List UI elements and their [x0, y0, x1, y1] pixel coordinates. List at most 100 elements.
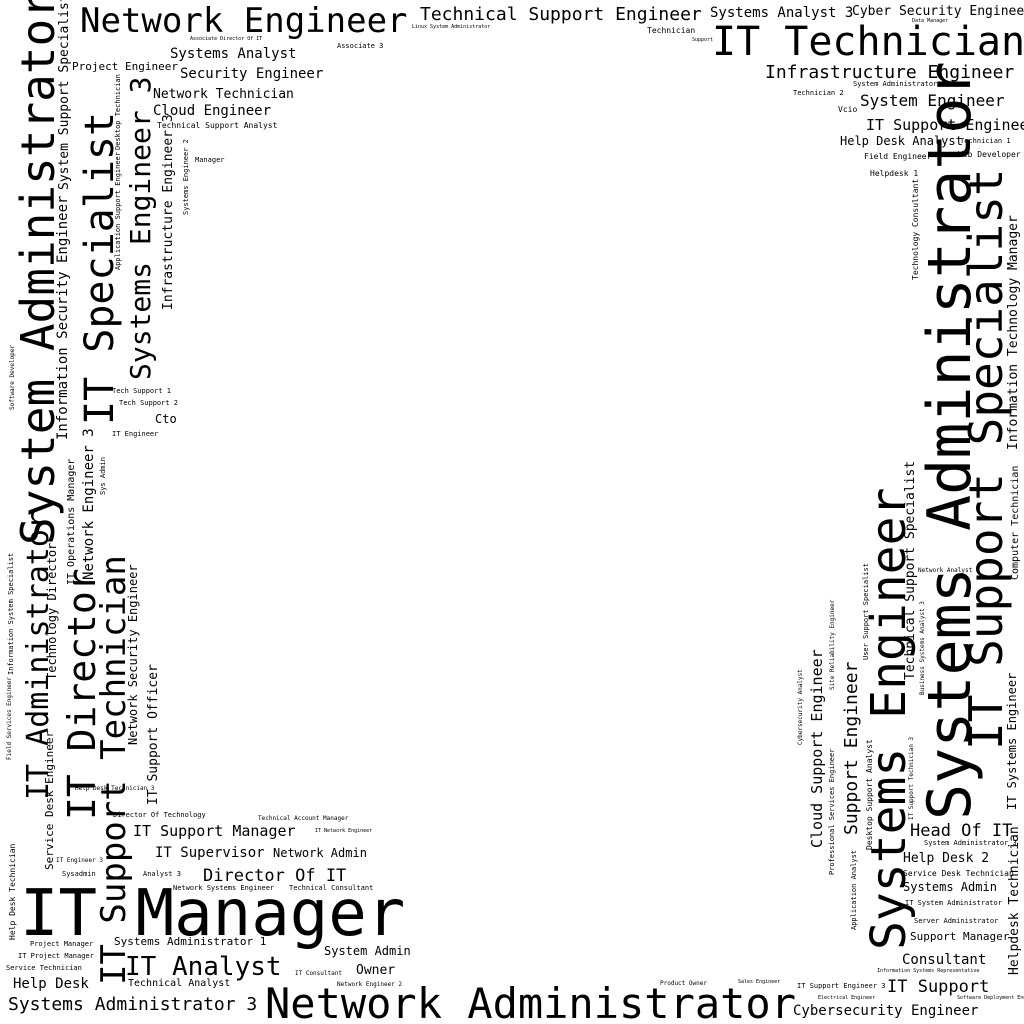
word: Technical Analyst [128, 978, 230, 989]
word: Technical Support Engineer [420, 4, 702, 25]
word: Project Manager [30, 940, 93, 948]
word: Software Developer [9, 345, 16, 410]
word: Helpdesk Technician [1007, 826, 1022, 975]
word: Site Reliability Engineer [829, 599, 836, 690]
word: Head Of IT [910, 821, 1012, 841]
word: Manager [195, 156, 225, 164]
word: Systems Analyst [170, 46, 296, 62]
word: IT Director [60, 568, 104, 820]
word: IT Operations Manager [66, 459, 77, 585]
word: Systems Engineer 2 [182, 139, 190, 215]
word: Sysadmin [62, 870, 96, 878]
word: Computer Technician [1010, 466, 1021, 580]
word: IT Support Technician 3 [908, 737, 915, 820]
word: Application Support Engineer [114, 152, 122, 270]
word: IT Support Manager [133, 822, 296, 840]
word: Support Engineer [841, 661, 862, 835]
word: Support Manager [910, 930, 1010, 943]
word: Service Desk Engineer [43, 731, 56, 870]
word: Systems Administrator [915, 61, 985, 820]
word: IT Systems Engineer [1005, 673, 1019, 810]
word: Electrical Engineer [818, 995, 875, 1001]
word: IT Supervisor [155, 845, 265, 861]
word: IT Technician [712, 19, 1024, 65]
word: Technical Consultant [289, 884, 373, 892]
word: Tech Support 1 [112, 387, 171, 395]
word: Service Technician [6, 964, 82, 972]
word: IT Administrator [21, 511, 56, 800]
word: IT Network Engineer [315, 828, 372, 834]
word: Analyst 3 [143, 870, 181, 878]
word: Technology Director [45, 543, 59, 680]
word: Infrastructure Engineer [765, 62, 1014, 83]
word: Sys Admin [99, 457, 107, 495]
word: Information Technology Manager [1006, 215, 1021, 450]
word: Application Analyst [850, 850, 858, 930]
word: System Administrator 1 [853, 80, 946, 88]
word: Network Admin [273, 846, 367, 860]
word: Information System Specialist [7, 553, 15, 675]
word: Technician 2 [793, 89, 844, 97]
word: Technician [647, 26, 695, 35]
word: Professional Services Engineer [828, 749, 836, 875]
word: IT Support Officer [146, 664, 161, 805]
word: Network Engineer 3 [81, 428, 97, 580]
word: Helpdesk 1 [870, 169, 918, 178]
word: Network Analyst [918, 567, 973, 574]
word: Security Engineer [180, 66, 323, 82]
word: Help Desk Technician 3 [75, 785, 155, 792]
word: Business Systems Analyst 3 [919, 601, 926, 695]
word: IT Support Engineer 3 [797, 982, 886, 990]
word: Systems Administrator 3 [8, 994, 257, 1015]
word: Technical Support Analyst [157, 121, 278, 130]
word: Cybersecurity Engineer [793, 1003, 978, 1019]
word: Desktop Technician [114, 74, 122, 150]
word: Director Of IT [203, 866, 346, 886]
word: Network Technician [153, 87, 294, 102]
word: IT Support [887, 977, 989, 997]
word: Systems Engineer [861, 488, 917, 950]
word: Owner [356, 963, 395, 978]
word: Technician 1 [960, 137, 1011, 145]
word: IT Analyst [125, 952, 282, 982]
word: Network Engineer [80, 1, 408, 41]
word: Project Engineer [72, 60, 178, 73]
word: IT Support Engineer [866, 116, 1024, 134]
word: Help Desk 2 [903, 851, 989, 866]
word: IT Engineer [112, 430, 158, 438]
word: Network Administrator [265, 979, 796, 1024]
word: Information Systems Representative [877, 968, 979, 974]
word: Cloud Engineer [153, 103, 271, 119]
word: IT Support Specialist [959, 168, 1013, 750]
word: Infrastructure Engineer 3 [161, 114, 176, 310]
word: IT System Administrator [905, 899, 1002, 907]
word: IT Manager [20, 877, 405, 951]
word: Cto [155, 412, 177, 426]
word: IT Consultant [295, 970, 342, 977]
word: Help Desk Analyst [840, 134, 963, 148]
word: Service Desk Technician [903, 869, 1014, 878]
word: Cybersecurity Analyst [797, 669, 804, 745]
word: Systems Engineer 3 [124, 77, 157, 380]
word: IT Engineer 3 [56, 857, 103, 864]
word: System Support Specialist [57, 0, 72, 190]
word: System Administrator 3 [924, 839, 1017, 847]
word: Cloud Support Engineer [808, 649, 826, 848]
word: Technology Consultant [911, 179, 920, 280]
word: Cyber Security Engineer [852, 4, 1024, 19]
word: User Support Specialist [862, 563, 870, 660]
word: System Admin [324, 944, 411, 958]
word: System Engineer [860, 91, 1005, 110]
word: Network Systems Engineer [173, 884, 274, 892]
word: Information Security Engineer [55, 196, 71, 440]
word: Field Services Engineer [6, 677, 13, 760]
word: Network Engineer 2 [337, 981, 402, 988]
word: Vcio [838, 105, 857, 114]
word: Sales Engineer [738, 979, 780, 985]
word: Technical Support Specialist [903, 461, 918, 680]
word: IT Support Technician [94, 555, 134, 985]
word: Field Engineer [864, 152, 932, 161]
word: Technical Account Manager [258, 815, 349, 822]
word: Systems Admin [903, 880, 997, 894]
